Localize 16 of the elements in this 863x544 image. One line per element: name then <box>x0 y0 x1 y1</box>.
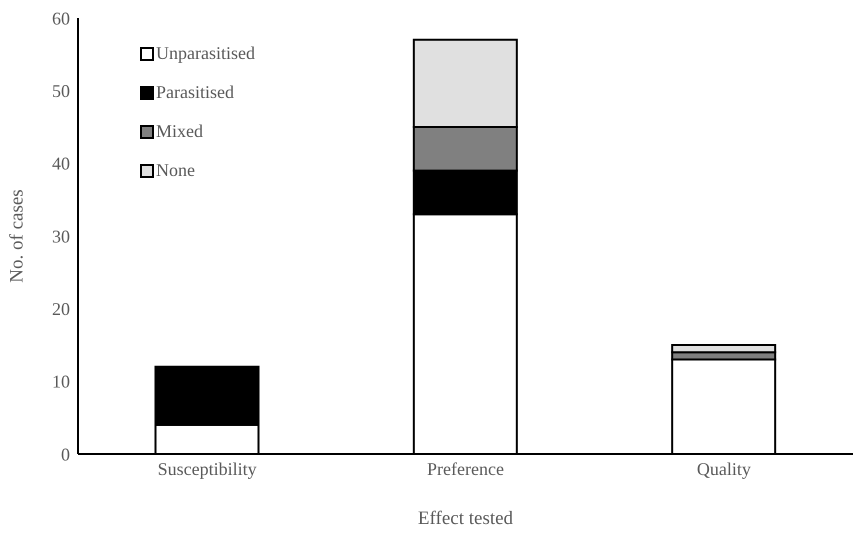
y-tick-label: 60 <box>52 8 70 28</box>
x-tick-label: Preference <box>427 458 504 479</box>
y-axis-title: No. of cases <box>6 189 28 283</box>
x-tick-label: Susceptibility <box>158 458 257 479</box>
legend-label: Mixed <box>156 121 203 142</box>
y-tick-label: 30 <box>52 226 70 246</box>
x-axis-title: Effect tested <box>418 508 514 529</box>
y-tick-label: 0 <box>61 444 70 464</box>
y-tick-label: 10 <box>52 372 70 392</box>
y-tick-label: 40 <box>52 154 70 174</box>
y-tick-label: 50 <box>52 81 70 102</box>
x-tick-label: Quality <box>696 458 751 479</box>
y-tick-label: 20 <box>52 299 70 320</box>
legend-label: Parasitised <box>156 82 234 103</box>
legend-label: None <box>156 160 195 181</box>
legend-label: Unparasitised <box>156 43 255 64</box>
